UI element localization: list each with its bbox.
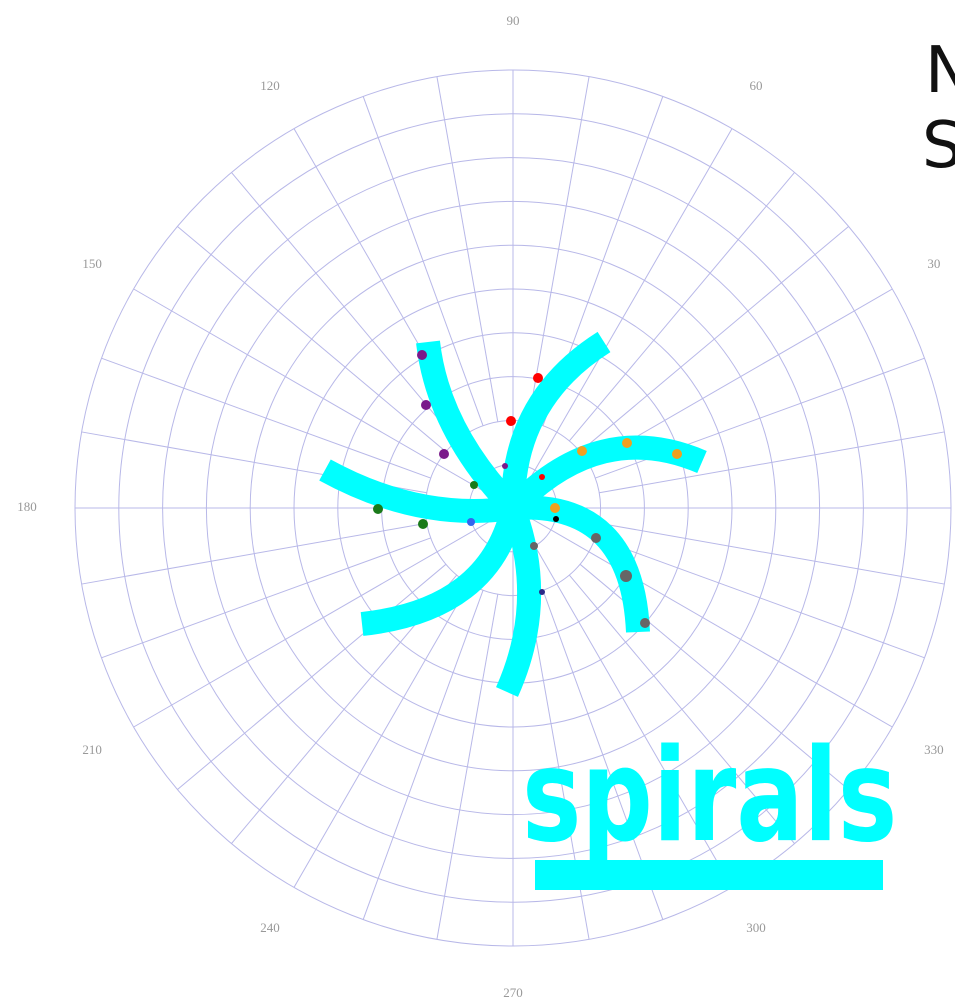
dot xyxy=(421,400,431,410)
angle-label: 330 xyxy=(924,742,944,757)
side-text: S xyxy=(922,109,955,183)
grid-spoke xyxy=(580,226,848,451)
grid-spoke xyxy=(363,590,483,919)
polar-drawing: 90 60 30 330 300 270 240 210 180 150 120 spirals N xyxy=(0,0,955,1005)
dot xyxy=(553,516,559,522)
page: 90 60 30 330 300 270 240 210 180 150 120 spirals N xyxy=(0,0,955,1005)
dot xyxy=(672,449,682,459)
dot xyxy=(530,542,538,550)
angle-label: 210 xyxy=(82,742,102,757)
grid-spoke xyxy=(177,226,445,451)
grid-spoke xyxy=(82,523,427,584)
grid-spoke xyxy=(595,358,924,478)
angle-label: 150 xyxy=(82,256,102,271)
dot xyxy=(640,618,650,628)
dot xyxy=(577,446,587,456)
dot xyxy=(539,589,545,595)
angle-label: 300 xyxy=(746,920,766,935)
grid-spoke xyxy=(231,172,456,440)
dot xyxy=(622,438,632,448)
angle-label: 240 xyxy=(260,920,280,935)
grid-spoke xyxy=(134,508,513,727)
dot xyxy=(533,373,543,383)
annotation: spirals xyxy=(522,722,897,871)
grid-spoke xyxy=(101,358,430,478)
dot xyxy=(373,504,383,514)
angle-label: 270 xyxy=(503,985,523,1000)
dot xyxy=(470,481,478,489)
side-text: N xyxy=(925,34,955,108)
dot xyxy=(591,533,601,543)
grid-spoke xyxy=(101,538,430,658)
dot xyxy=(550,503,560,513)
angle-label: 180 xyxy=(17,499,37,514)
grid-spoke xyxy=(437,594,498,939)
angle-label: 90 xyxy=(507,13,520,28)
spiral-arm xyxy=(507,508,529,692)
dot xyxy=(539,474,545,480)
angle-label: 60 xyxy=(750,78,763,93)
grid-spoke xyxy=(599,523,944,584)
dot xyxy=(620,570,632,582)
grid-spoke xyxy=(513,508,892,727)
underline xyxy=(535,860,883,890)
grid-spoke xyxy=(177,564,445,789)
angle-label: 120 xyxy=(260,78,280,93)
angle-label: 30 xyxy=(927,256,940,271)
grid-spoke xyxy=(569,172,794,440)
grid-spoke xyxy=(437,77,498,422)
dot xyxy=(439,449,449,459)
dot xyxy=(502,463,508,469)
dot xyxy=(417,350,427,360)
dot xyxy=(418,519,428,529)
dot xyxy=(467,518,475,526)
dot xyxy=(506,416,516,426)
spiral-arm xyxy=(362,508,513,624)
